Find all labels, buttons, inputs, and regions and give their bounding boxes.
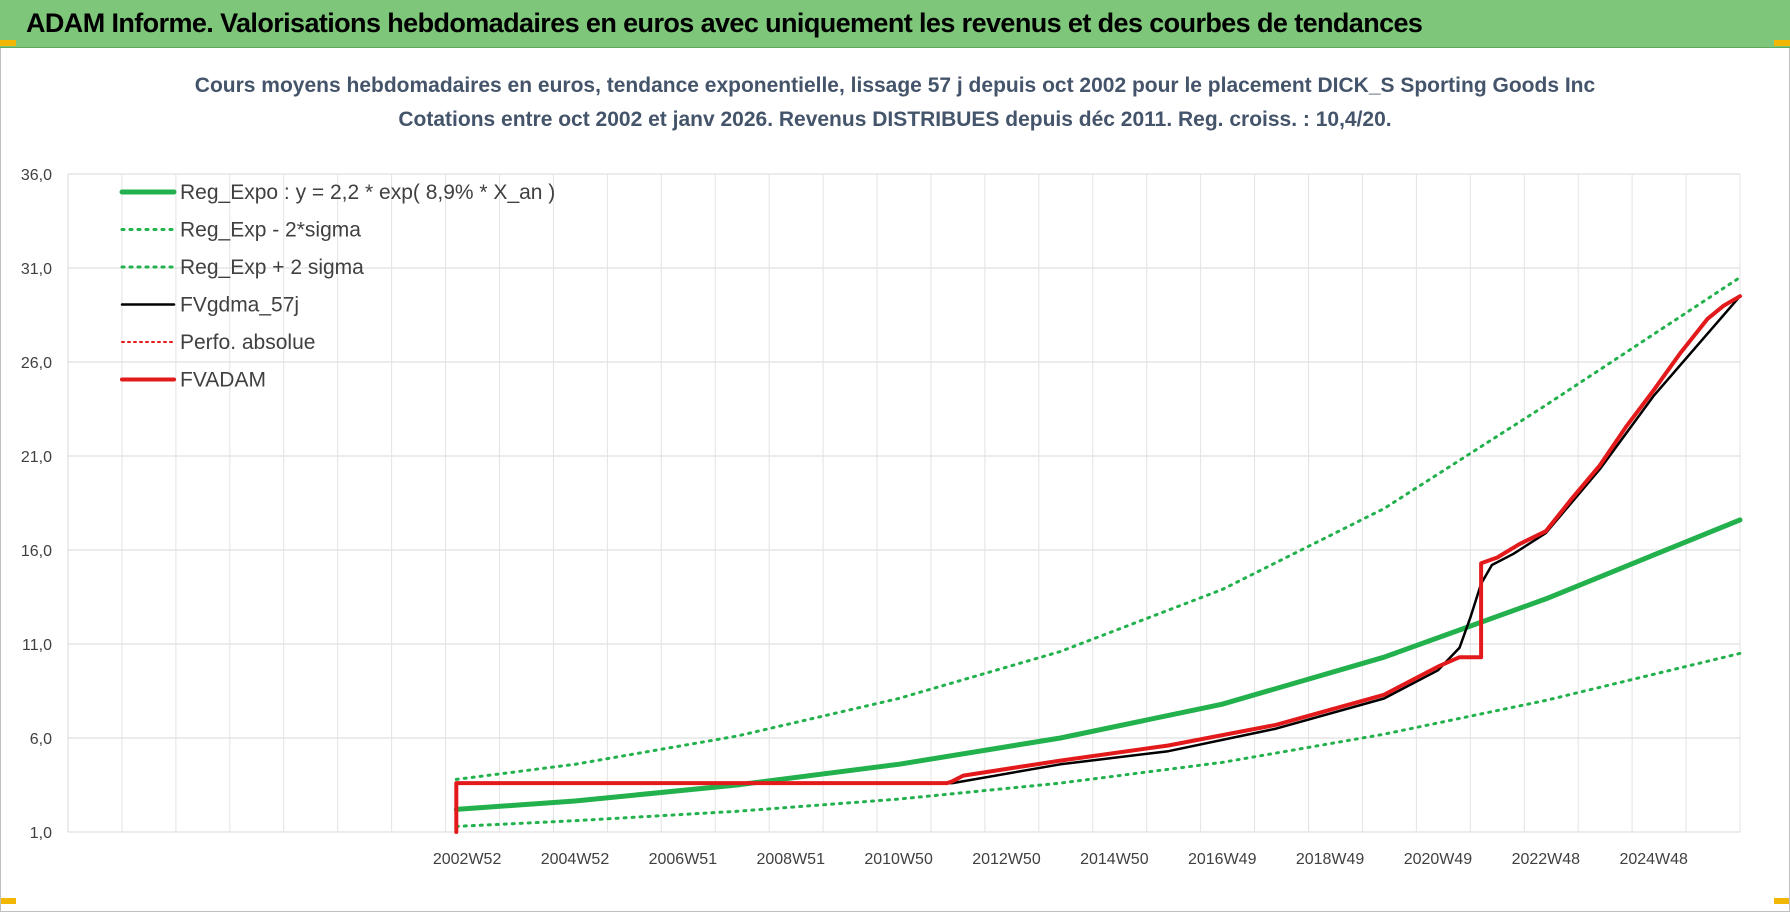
x-tick-label: 2022W48	[1512, 851, 1581, 868]
x-tick-label: 2004W52	[541, 851, 610, 868]
legend: Reg_Expo : y = 2,2 * exp( 8,9% * X_an ) R…	[119, 181, 555, 392]
series-1-line	[454, 651, 1742, 828]
x-tick-label: 2016W49	[1188, 851, 1257, 868]
series-5-line	[454, 294, 1742, 834]
y-tick-label: 31,0	[21, 261, 52, 278]
legend-label-3: FVgdma_57j	[180, 294, 299, 317]
series-2-line	[454, 275, 1742, 781]
legend-label-0: Reg_Expo : y = 2,2 * exp( 8,9% * X_an )	[180, 181, 555, 204]
chart-title-line-1: Cours moyens hebdomadaires en euros, ten…	[195, 74, 1596, 97]
y-tick-label: 36,0	[21, 167, 52, 184]
corner-marker-bottom-left	[0, 898, 16, 904]
series-0-line	[453, 517, 1743, 812]
corner-marker-top-right	[1774, 40, 1790, 46]
chart-title: Cours moyens hebdomadaires en euros, ten…	[195, 74, 1596, 131]
x-axis: 2002W52 2004W52 2006W51 2008W51 2010W50 2012W…	[433, 851, 1688, 868]
x-tick-label: 2002W52	[433, 851, 502, 868]
x-tick-label: 2014W50	[1080, 851, 1149, 868]
x-tick-label: 2008W51	[756, 851, 825, 868]
x-tick-label: 2024W48	[1619, 851, 1688, 868]
corner-marker-bottom-right	[1774, 898, 1790, 904]
chart-title-line-2: Cotations entre oct 2002 et janv 2026. R…	[398, 108, 1391, 131]
report-header: ADAM Informe. Valorisations hebdomadaire…	[0, 0, 1790, 48]
series-3-line	[455, 294, 1742, 785]
legend-label-5: FVADAM	[180, 369, 266, 392]
grid-lines	[68, 173, 1741, 833]
x-tick-label: 2006W51	[649, 851, 718, 868]
y-tick-label: 6,0	[30, 731, 52, 748]
y-tick-label: 1,0	[30, 825, 52, 842]
series-4-line	[455, 295, 1741, 785]
legend-label-4: Perfo. absolue	[180, 331, 315, 354]
legend-label-2: Reg_Exp + 2 sigma	[180, 256, 364, 279]
corner-marker-top-left	[0, 40, 16, 46]
x-tick-label: 2020W49	[1404, 851, 1473, 868]
x-tick-label: 2010W50	[864, 851, 933, 868]
x-tick-label: 2018W49	[1296, 851, 1365, 868]
x-tick-label: 2012W50	[972, 851, 1041, 868]
y-tick-label: 26,0	[21, 355, 52, 372]
y-tick-label: 11,0	[22, 637, 52, 654]
y-tick-label: 21,0	[21, 449, 52, 466]
series-layer	[453, 275, 1743, 834]
legend-label-1: Reg_Exp - 2*sigma	[180, 219, 361, 242]
report-title: ADAM Informe. Valorisations hebdomadaire…	[26, 8, 1423, 38]
y-axis: 1,0 6,0 11,0 16,0 21,0 26,0 31,0 36,0	[21, 167, 69, 842]
y-tick-label: 16,0	[21, 543, 52, 560]
